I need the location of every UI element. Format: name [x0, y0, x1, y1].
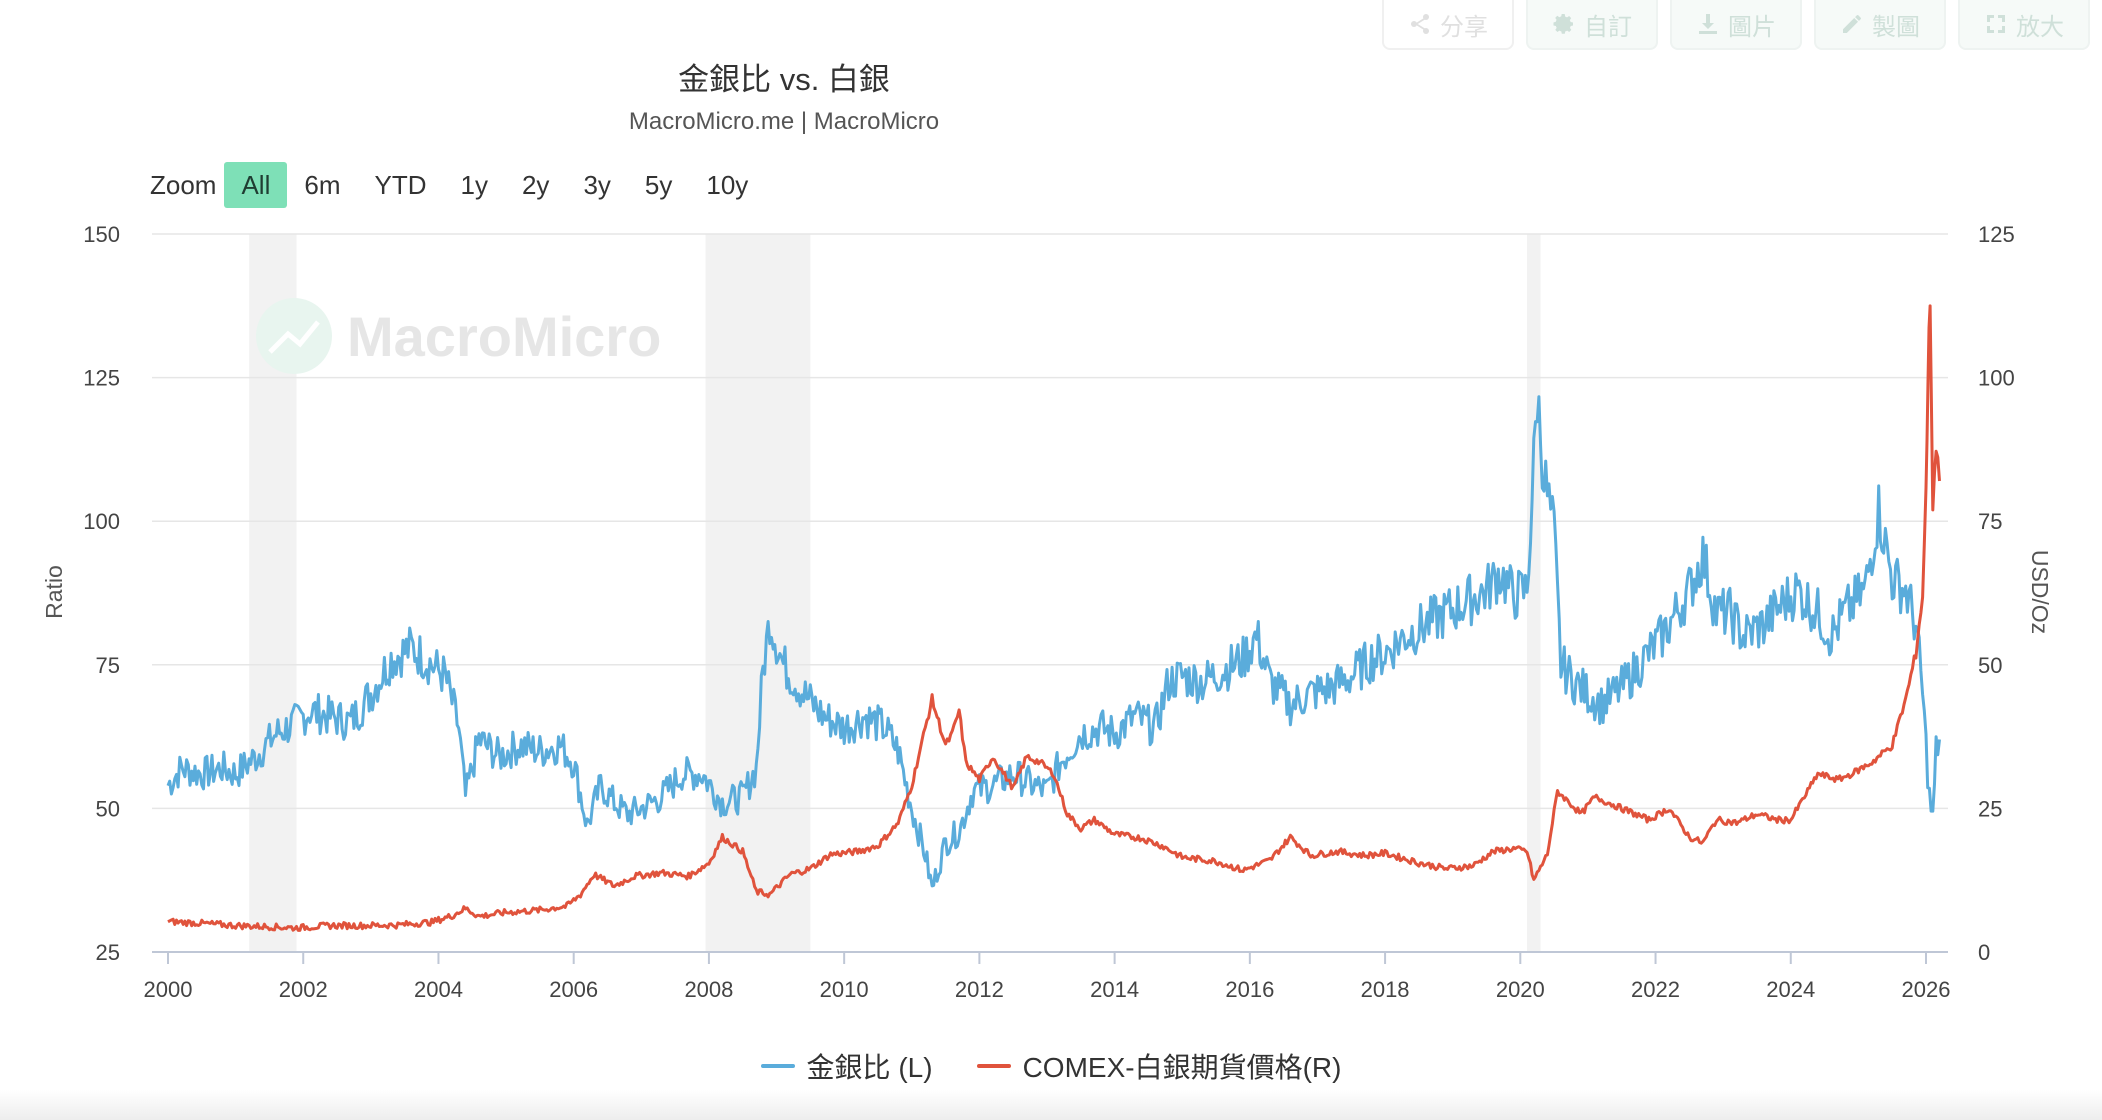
watermark: MacroMicro [256, 298, 661, 374]
x-axis-tick: 2002 [279, 977, 328, 1002]
legend-label-silver: COMEX-白銀期貨價格(R) [1022, 1052, 1342, 1083]
expand-button[interactable]: 放大 [1958, 0, 2090, 50]
left-axis-tick: 125 [83, 366, 120, 391]
legend-item-silver-futures[interactable]: COMEX-白銀期貨價格(R) [976, 1046, 1342, 1086]
customize-label: 自訂 [1584, 13, 1632, 41]
left-axis-tick: 50 [96, 796, 120, 821]
legend-swatch-ratio [760, 1064, 795, 1068]
gridlines [152, 233, 1948, 953]
share-label: 分享 [1440, 13, 1488, 41]
zoom-3y-button[interactable]: 3y [583, 170, 611, 200]
draw-label: 製圖 [1872, 13, 1920, 41]
x-axis-tick: 2022 [1631, 977, 1680, 1002]
series-line-gold-silver-ratio [166, 395, 1941, 888]
customize-button[interactable]: 自訂 [1526, 0, 1658, 50]
x-axis-tick: 2026 [1902, 977, 1951, 1002]
zoom-label: Zoom [150, 169, 217, 200]
x-axis-tick: 2014 [1090, 977, 1139, 1002]
right-axis: 0 25 50 75 100 125 [1978, 222, 2015, 965]
chart-toolbar: 分享 自訂 圖片 製圖 放大 [1382, 0, 2090, 52]
zoom-2y-button[interactable]: 2y [521, 170, 550, 200]
expand-label: 放大 [2016, 13, 2064, 41]
zoom-all-button[interactable]: All [224, 162, 288, 208]
pencil-icon [1843, 15, 1861, 33]
zoom-ytd-button[interactable]: YTD [374, 170, 427, 200]
share-button[interactable]: 分享 [1382, 0, 1514, 50]
chart-title: 金銀比 vs. 白銀 [678, 62, 890, 97]
left-axis-tick: 75 [96, 653, 120, 678]
series-line-silver-futures [167, 304, 1941, 932]
chart-plot: MacroMicro 25 50 75 100 125 150 0 25 50 75 100 125… [41, 222, 2053, 1002]
bottom-fade [0, 1090, 2102, 1120]
legend-label-ratio: 金銀比 (L) [806, 1052, 933, 1083]
x-axis-tick: 2008 [684, 977, 733, 1002]
chart-legend: 金銀比 (L) COMEX-白銀期貨價格(R) [0, 1046, 2102, 1086]
x-axis-tick: 2006 [549, 977, 598, 1002]
right-axis-tick: 25 [1978, 796, 2002, 821]
left-axis-tick: 100 [83, 509, 120, 534]
x-axis-tick: 2010 [820, 977, 869, 1002]
zoom-1y-button[interactable]: 1y [460, 170, 488, 200]
chart-subtitle: MacroMicro.me | MacroMicro [628, 108, 940, 135]
series-layer [166, 304, 1941, 932]
gear-icon [1553, 14, 1573, 34]
expand-icon [1987, 15, 2005, 33]
x-axis-tick: 2020 [1496, 977, 1545, 1002]
x-axis-tick: 2018 [1361, 977, 1410, 1002]
image-label: 圖片 [1728, 13, 1776, 41]
x-axis-tick: 2012 [955, 977, 1004, 1002]
right-axis-title: USD/Oz [2027, 550, 2053, 634]
download-icon [1699, 14, 1717, 34]
legend-item-gold-silver-ratio[interactable]: 金銀比 (L) [760, 1046, 933, 1086]
right-axis-tick: 125 [1978, 222, 2015, 247]
zoom-6m-button[interactable]: 6m [304, 170, 341, 200]
zoom-10y-button[interactable]: 10y [706, 170, 749, 200]
x-axis-tick: 2004 [414, 977, 463, 1002]
draw-button[interactable]: 製圖 [1814, 0, 1946, 50]
watermark-text: MacroMicro [347, 305, 661, 368]
left-axis-tick: 150 [83, 222, 120, 247]
left-axis-title: Ratio [41, 565, 67, 619]
recession-band [1527, 234, 1541, 952]
left-axis-tick: 25 [96, 940, 120, 965]
watermark-chart-icon [268, 320, 320, 354]
left-axis: 25 50 75 100 125 150 [83, 222, 120, 965]
image-button[interactable]: 圖片 [1670, 0, 1802, 50]
zoom-5y-button[interactable]: 5y [644, 170, 673, 200]
legend-swatch-silver [976, 1064, 1011, 1068]
recession-band [705, 234, 811, 952]
right-axis-tick: 0 [1978, 940, 1990, 965]
x-axis-tick: 2000 [144, 977, 193, 1002]
zoom-selector: Zoom All 6m YTD 1y 2y 3y 5y 10y [150, 162, 765, 208]
right-axis-tick: 75 [1978, 509, 2002, 534]
right-axis-tick: 100 [1978, 366, 2015, 391]
right-axis-tick: 50 [1978, 653, 2002, 678]
x-axis-tick: 2024 [1766, 977, 1815, 1002]
x-axis-tick: 2016 [1225, 977, 1274, 1002]
x-axis: 2000 2002 2004 2006 2008 2010 2012 2014 2016 2018… [144, 952, 1951, 1002]
share-icon [1411, 14, 1429, 34]
